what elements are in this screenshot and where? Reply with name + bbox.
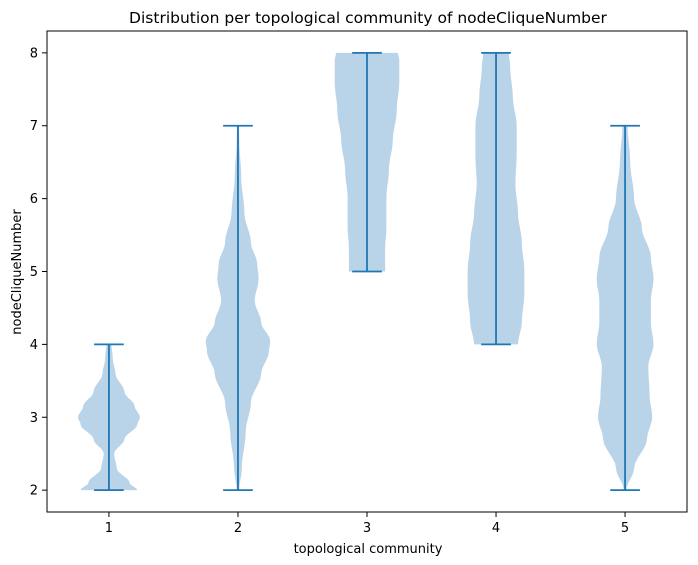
y-axis-label: nodeCliqueNumber: [10, 209, 25, 335]
x-tick-label-1: 1: [105, 521, 113, 536]
y-tick-label-5: 5: [30, 265, 38, 280]
y-tick-label-6: 6: [30, 192, 38, 207]
x-tick-label-3: 3: [363, 521, 371, 536]
y-tick-label-3: 3: [30, 411, 38, 426]
x-axis-label: topological community: [294, 542, 443, 557]
x-axis: 1 2 3 4 5: [105, 512, 629, 536]
x-tick-label-2: 2: [234, 521, 242, 536]
y-tick-label-8: 8: [30, 46, 38, 61]
chart-title: Distribution per topological community o…: [129, 9, 608, 27]
y-axis: 2 3 4 5 6 7 8: [30, 46, 47, 499]
x-tick-label-5: 5: [621, 521, 629, 536]
x-tick-label-4: 4: [492, 521, 500, 536]
y-tick-label-7: 7: [30, 119, 38, 134]
y-tick-label-2: 2: [30, 484, 38, 499]
plot-area: [78, 51, 654, 492]
y-tick-label-4: 4: [30, 338, 38, 353]
